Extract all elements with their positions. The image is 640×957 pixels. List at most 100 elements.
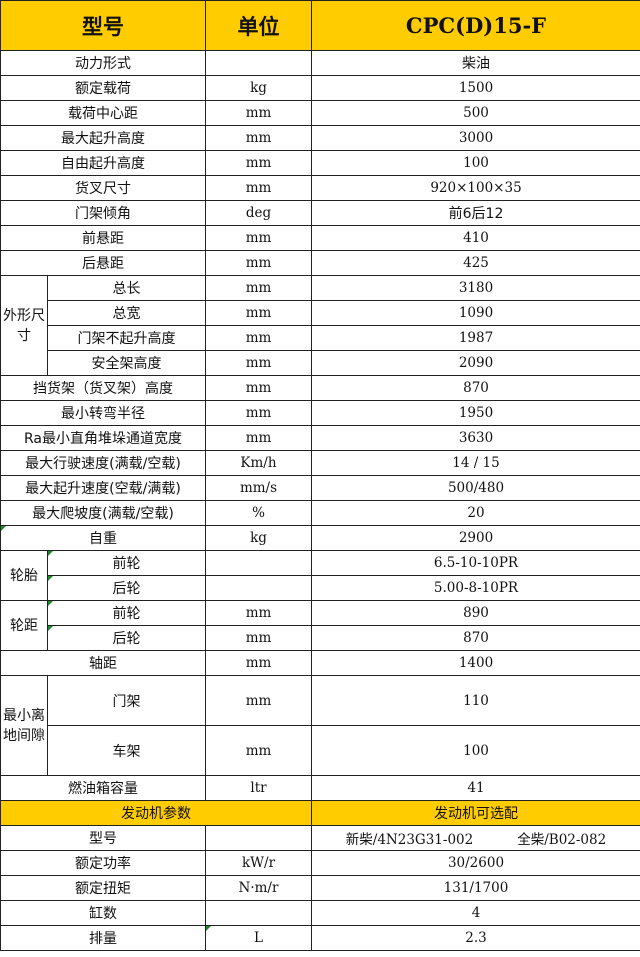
engine-options: 新柴/4N23G31-002 全柴/B02-082 [311,825,640,851]
row-value: 110 [311,675,640,726]
row-unit: mm [205,125,312,151]
engine-section-row: 发动机参数 发动机可选配 [0,800,640,826]
group-label: 轮距 [0,600,48,651]
row-unit: Km/h [205,450,312,476]
row-value: 500/480 [311,475,640,501]
row-value: 1987 [311,325,640,351]
header-model-value: CPC(D)15-F [311,0,640,51]
row-unit: mm [205,425,312,451]
row-unit: mm [205,675,312,726]
row-label: 最大行驶速度(满载/空载) [0,450,206,476]
row-unit [205,50,312,76]
row-value: 2090 [311,350,640,376]
row-label: 总长 [47,275,206,301]
row-value: 410 [311,225,640,251]
table-row: 轮距 前轮 mm 890 [0,600,640,651]
table-row: 最小转弯半径 mm 1950 [0,400,640,426]
row-label: 燃油箱容量 [0,775,206,801]
row-label: 货叉尺寸 [0,175,206,201]
row-unit: deg [205,200,312,226]
table-row: 自重 kg 2900 [0,525,640,551]
row-unit: kg [205,525,312,551]
row-unit [205,900,312,926]
row-label: 额定功率 [0,850,206,876]
row-label: 安全架高度 [47,350,206,376]
row-unit: L [205,925,312,951]
row-unit [205,550,312,576]
row-unit: mm/s [205,475,312,501]
row-label: 缸数 [0,900,206,926]
row-value: 5.00-8-10PR [311,575,640,601]
row-value: 1090 [311,300,640,326]
row-value: 2900 [311,525,640,551]
row-unit: mm [205,375,312,401]
table-row: 总宽 mm 1090 [1,300,640,326]
row-label: 自重 [0,525,206,551]
row-unit [205,825,312,851]
row-unit: mm [205,625,312,651]
row-label: 排量 [0,925,206,951]
table-row: 额定载荷 kg 1500 [0,75,640,101]
row-unit: mm [205,175,312,201]
row-value: 425 [311,250,640,276]
group-label: 最小离地间隙 [0,675,48,776]
row-label: 后轮 [47,625,206,651]
row-unit: % [205,500,312,526]
row-label: 门架不起升高度 [47,325,206,351]
row-value: 920×100×35 [311,175,640,201]
row-unit: mm [205,325,312,351]
row-value: 柴油 [311,50,640,76]
header-unit-label: 单位 [205,0,312,51]
table-row: 额定功率 kW/r 30/2600 [0,850,640,876]
table-row: 额定扭矩 N·m/r 131/1700 [0,875,640,901]
row-label: 载荷中心距 [0,100,206,126]
row-label: Ra最小直角堆垛通道宽度 [0,425,206,451]
table-row: 外形尺寸 总长 mm 3180 [0,275,640,376]
table-row: 车架 mm 100 [1,725,640,776]
engine-option: 全柴/B02-082 [517,832,607,848]
row-unit: mm [205,600,312,626]
table-row: 前悬距 mm 410 [0,225,640,251]
table-row: 轴距 mm 1400 [0,650,640,676]
row-unit: mm [205,100,312,126]
row-value: 500 [311,100,640,126]
row-unit: kW/r [205,850,312,876]
row-unit: N·m/r [205,875,312,901]
row-label: 最小转弯半径 [0,400,206,426]
table-row: 载荷中心距 mm 500 [0,100,640,126]
row-label: 额定扭矩 [0,875,206,901]
table-row: 安全架高度 mm 2090 [1,350,640,376]
row-label: 门架 [47,675,206,726]
row-value: 20 [311,500,640,526]
row-label: 最大起升速度(空载/满载) [0,475,206,501]
row-unit: mm [205,725,312,776]
row-label: 前轮 [47,550,206,576]
group-label: 轮胎 [0,550,48,601]
row-label: 总宽 [47,300,206,326]
table-row: 后悬距 mm 425 [0,250,640,276]
table-row: 燃油箱容量 ltr 41 [0,775,640,801]
row-value: 3630 [311,425,640,451]
row-label: 自由起升高度 [0,150,206,176]
table-row: 门架倾角 deg 前6后12 [0,200,640,226]
row-value: 4 [311,900,640,926]
header-row: 型号 单位 CPC(D)15-F [0,0,640,51]
row-value: 2.3 [311,925,640,951]
row-value: 870 [311,625,640,651]
row-label: 额定载荷 [0,75,206,101]
row-unit: mm [205,225,312,251]
row-label: 最大起升高度 [0,125,206,151]
row-value: 100 [311,150,640,176]
table-row: 挡货架（货叉架）高度 mm 870 [0,375,640,401]
table-row: 最大爬坡度(满载/空载)% 20 [0,500,640,526]
row-value: 100 [311,725,640,776]
table-row: 最大行驶速度(满载/空载) Km/h 14 / 15 [0,450,640,476]
row-value: 131/1700 [311,875,640,901]
row-unit: mm [205,250,312,276]
table-row: 门架不起升高度 mm 1987 [1,325,640,351]
row-value: 14 / 15 [311,450,640,476]
row-label: 后轮 [47,575,206,601]
row-unit [205,575,312,601]
row-value: 30/2600 [311,850,640,876]
